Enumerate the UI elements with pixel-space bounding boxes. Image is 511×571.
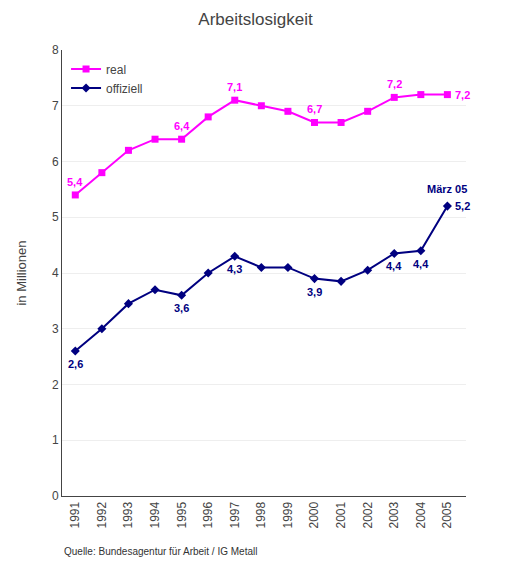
svg-text:1: 1 bbox=[52, 433, 59, 447]
svg-text:2000: 2000 bbox=[307, 501, 321, 528]
svg-text:4,4: 4,4 bbox=[386, 260, 402, 272]
svg-text:4: 4 bbox=[52, 266, 59, 280]
svg-text:2003: 2003 bbox=[387, 501, 401, 528]
svg-text:1996: 1996 bbox=[201, 501, 215, 528]
svg-text:5: 5 bbox=[52, 210, 59, 224]
svg-text:März 05: März 05 bbox=[427, 183, 467, 195]
svg-text:6: 6 bbox=[52, 155, 59, 169]
svg-text:1999: 1999 bbox=[281, 501, 295, 528]
svg-text:2001: 2001 bbox=[334, 501, 348, 528]
svg-text:4,4: 4,4 bbox=[413, 258, 429, 270]
svg-text:0: 0 bbox=[52, 489, 59, 503]
svg-text:7: 7 bbox=[52, 99, 59, 113]
svg-text:real: real bbox=[106, 63, 126, 77]
svg-text:6,4: 6,4 bbox=[174, 120, 190, 132]
svg-text:offiziell: offiziell bbox=[106, 82, 142, 96]
svg-text:2005: 2005 bbox=[440, 501, 454, 528]
svg-text:3,9: 3,9 bbox=[307, 286, 322, 298]
svg-text:Arbeitslosigkeit: Arbeitslosigkeit bbox=[198, 10, 313, 29]
svg-text:7,1: 7,1 bbox=[227, 81, 242, 93]
svg-text:4,3: 4,3 bbox=[227, 263, 242, 275]
svg-text:8: 8 bbox=[52, 43, 59, 57]
svg-text:1994: 1994 bbox=[148, 501, 162, 528]
svg-text:2004: 2004 bbox=[414, 501, 428, 528]
svg-text:1995: 1995 bbox=[175, 501, 189, 528]
svg-text:3: 3 bbox=[52, 322, 59, 336]
svg-text:2: 2 bbox=[52, 378, 59, 392]
svg-text:1992: 1992 bbox=[95, 501, 109, 528]
svg-text:1991: 1991 bbox=[68, 501, 82, 528]
svg-text:5,2: 5,2 bbox=[455, 200, 470, 212]
svg-text:Quelle: Bundesagentur für Arbe: Quelle: Bundesagentur für Arbeit / IG Me… bbox=[64, 546, 257, 557]
svg-text:7,2: 7,2 bbox=[455, 89, 470, 101]
svg-text:in Millionen: in Millionen bbox=[14, 240, 29, 305]
svg-text:1997: 1997 bbox=[228, 501, 242, 528]
svg-text:2,6: 2,6 bbox=[68, 358, 83, 370]
svg-text:3,6: 3,6 bbox=[174, 302, 189, 314]
svg-text:1998: 1998 bbox=[254, 501, 268, 528]
svg-text:6,7: 6,7 bbox=[307, 103, 322, 115]
svg-text:2002: 2002 bbox=[361, 501, 375, 528]
svg-text:7,2: 7,2 bbox=[387, 78, 402, 90]
svg-text:1993: 1993 bbox=[121, 501, 135, 528]
svg-text:5,4: 5,4 bbox=[67, 176, 83, 188]
